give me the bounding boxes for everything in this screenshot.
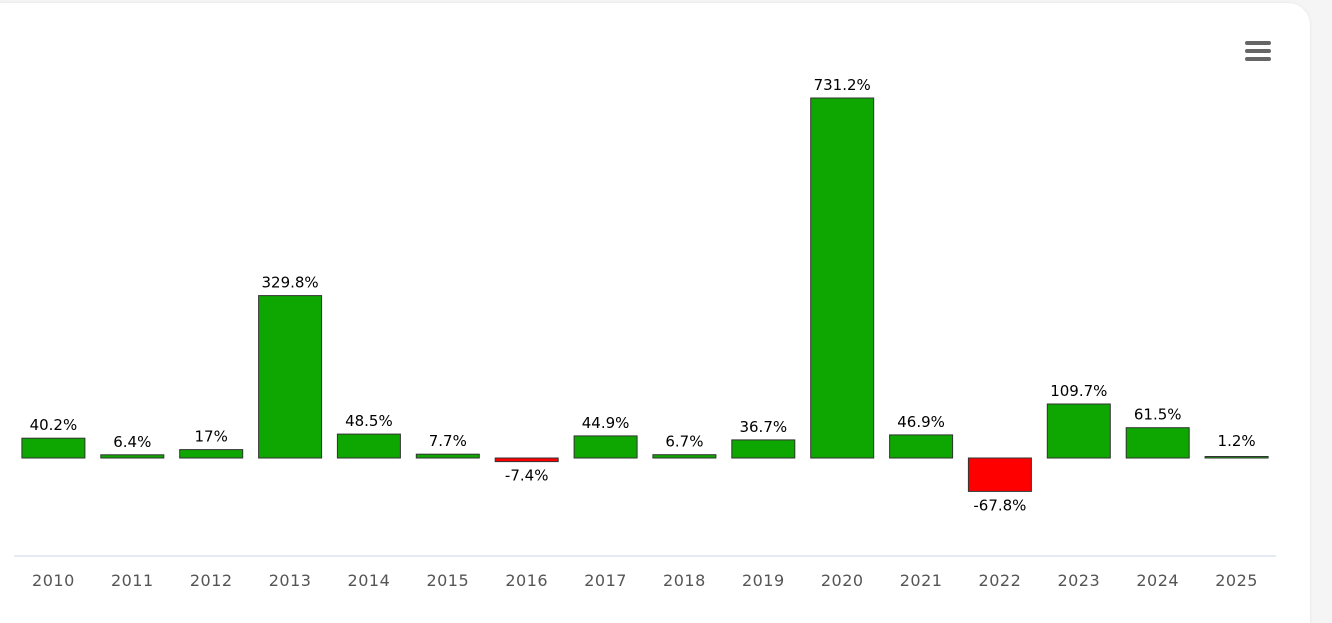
x-tick-2015: 2015	[426, 571, 469, 590]
data-label-2021: 46.9%	[897, 413, 945, 431]
x-tick-2023: 2023	[1057, 571, 1100, 590]
data-label-2025: 1.2%	[1218, 432, 1256, 450]
x-axis-ticks-group: 2010 2011 2012 2013 2014 2015 2016 2017 2018 2019…	[32, 571, 1258, 590]
x-tick-2021: 2021	[900, 571, 943, 590]
bars-group	[21, 97, 1269, 492]
bar-2014[interactable]	[336, 433, 401, 459]
data-label-2019: 36.7%	[739, 418, 787, 436]
bar-2024[interactable]	[1125, 427, 1190, 459]
data-label-2011: 6.4%	[113, 433, 151, 451]
x-tick-2012: 2012	[190, 571, 233, 590]
bar-2011[interactable]	[100, 454, 165, 459]
data-label-2017: 44.9%	[582, 414, 630, 432]
bar-2020[interactable]	[810, 97, 875, 459]
x-tick-2020: 2020	[821, 571, 864, 590]
bar-2023[interactable]	[1046, 403, 1111, 459]
bar-2025[interactable]	[1204, 456, 1269, 459]
bar-2013[interactable]	[258, 295, 323, 459]
x-tick-2016: 2016	[505, 571, 548, 590]
data-label-2018: 6.7%	[665, 433, 703, 451]
data-label-2023: 109.7%	[1050, 382, 1107, 400]
x-tick-2019: 2019	[742, 571, 785, 590]
x-tick-2014: 2014	[348, 571, 391, 590]
x-tick-2017: 2017	[584, 571, 627, 590]
x-tick-2018: 2018	[663, 571, 706, 590]
data-label-2012: 17%	[195, 428, 228, 446]
bar-2022[interactable]	[967, 457, 1032, 492]
data-label-2024: 61.5%	[1134, 406, 1182, 424]
data-label-2016: -7.4%	[505, 467, 549, 485]
x-tick-2013: 2013	[269, 571, 312, 590]
bar-2019[interactable]	[731, 439, 796, 459]
bar-2018[interactable]	[652, 454, 717, 459]
x-tick-2024: 2024	[1136, 571, 1179, 590]
x-tick-2011: 2011	[111, 571, 154, 590]
data-label-2010: 40.2%	[30, 416, 78, 434]
hamburger-menu-icon[interactable]	[1242, 38, 1274, 66]
bar-2010[interactable]	[21, 437, 86, 459]
bar-2016[interactable]	[494, 457, 559, 463]
bar-2012[interactable]	[179, 449, 244, 459]
data-label-2015: 7.7%	[429, 432, 467, 450]
data-label-2013: 329.8%	[261, 274, 318, 292]
data-labels-group: 40.2% 6.4% 17% 329.8% 48.5% 7.7% -7.4% 44.9% 6.7…	[30, 76, 1256, 514]
bar-chart: 40.2% 6.4% 17% 329.8% 48.5% 7.7% -7.4% 44.9% 6.7…	[14, 76, 1276, 590]
bar-2017[interactable]	[573, 435, 638, 459]
data-label-2020: 731.2%	[814, 76, 871, 94]
x-tick-2025: 2025	[1215, 571, 1258, 590]
x-tick-2022: 2022	[979, 571, 1022, 590]
bar-2015[interactable]	[415, 453, 480, 459]
bar-2021[interactable]	[889, 434, 954, 459]
data-label-2022: -67.8%	[973, 496, 1026, 514]
data-label-2014: 48.5%	[345, 412, 393, 430]
x-tick-2010: 2010	[32, 571, 75, 590]
chart-card	[0, 3, 1310, 623]
